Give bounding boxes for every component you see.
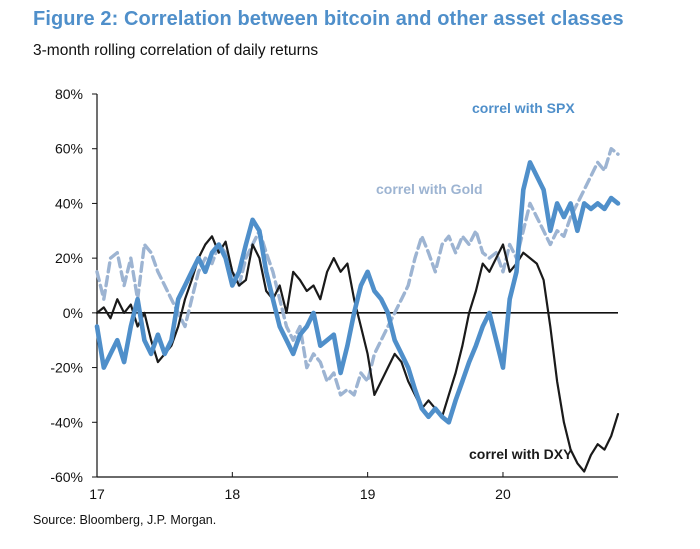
chart-annotations: correl with SPX correl with Gold correl wi… xyxy=(376,100,575,462)
series-label-correl-with-dxy: correl with DXY xyxy=(469,446,573,462)
x-tick-label: 17 xyxy=(89,486,105,502)
series-line-correl-with-dxy xyxy=(95,235,620,473)
y-tick-label: -60% xyxy=(50,469,83,485)
chart-subtitle: 3-month rolling correlation of daily ret… xyxy=(33,42,319,59)
x-tick-label: 18 xyxy=(225,486,241,502)
y-tick-label: -20% xyxy=(50,360,83,376)
y-tick-label: 40% xyxy=(55,195,83,211)
y-tick-label: 0% xyxy=(63,305,83,321)
chart-title: Figure 2: Correlation between bitcoin an… xyxy=(33,8,624,30)
y-tick-label: 60% xyxy=(55,141,83,157)
chart-source-note: Source: Bloomberg, J.P. Morgan. xyxy=(33,513,217,527)
x-tick-label: 19 xyxy=(360,486,376,502)
series-line-correl-with-spx xyxy=(94,160,621,425)
y-tick-label: -40% xyxy=(50,414,83,430)
chart-series xyxy=(94,147,621,473)
x-tick-label: 20 xyxy=(495,486,511,502)
y-tick-label: 80% xyxy=(55,86,83,102)
series-line-correl-with-gold xyxy=(95,147,620,397)
series-label-correl-with-gold: correl with Gold xyxy=(376,181,483,197)
y-tick-label: 20% xyxy=(55,250,83,266)
series-label-correl-with-spx: correl with SPX xyxy=(472,100,575,116)
